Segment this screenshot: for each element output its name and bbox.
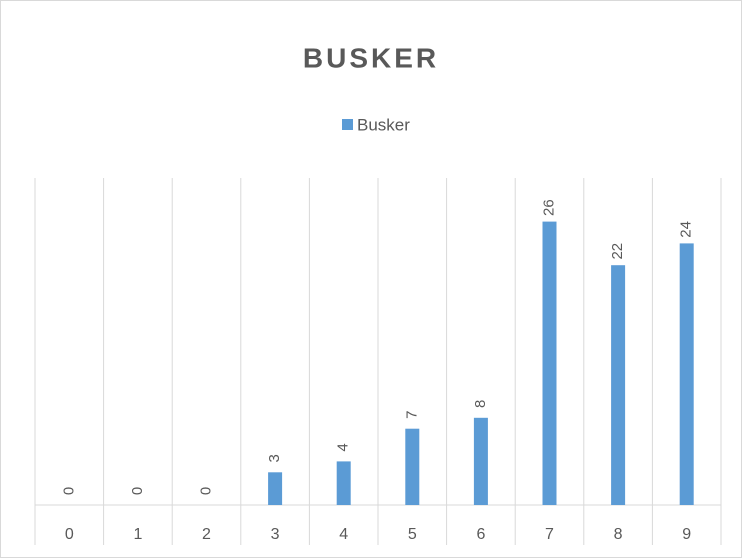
x-tick-label: 4: [339, 526, 348, 543]
x-tick-label: 8: [614, 526, 623, 543]
bar: [268, 472, 283, 505]
x-tick-label: 0: [65, 526, 74, 543]
bar: [542, 221, 557, 505]
data-label: 0: [197, 487, 214, 495]
bar: [336, 461, 351, 505]
data-label: 26: [540, 199, 557, 216]
data-label: 7: [403, 411, 420, 419]
x-tick-label: 5: [408, 526, 417, 543]
x-tick-label: 3: [271, 526, 280, 543]
x-tick-label: 2: [202, 526, 211, 543]
x-tick-label: 6: [476, 526, 485, 543]
data-label: 3: [266, 454, 283, 462]
x-tick-label: 1: [133, 526, 142, 543]
x-tick-label: 9: [682, 526, 691, 543]
data-label: 22: [609, 243, 626, 260]
legend-label: Busker: [357, 115, 410, 134]
bar: [473, 417, 488, 505]
data-label: 0: [129, 487, 146, 495]
bar: [405, 428, 420, 505]
data-label: 24: [678, 221, 695, 238]
legend-swatch: [342, 119, 353, 130]
x-tick-label: 7: [545, 526, 554, 543]
bar: [679, 243, 694, 505]
data-label: 8: [472, 400, 489, 408]
bar: [611, 265, 626, 505]
chart-title: BUSKER: [303, 42, 439, 73]
data-label: 0: [60, 487, 77, 495]
data-label: 4: [335, 443, 352, 451]
